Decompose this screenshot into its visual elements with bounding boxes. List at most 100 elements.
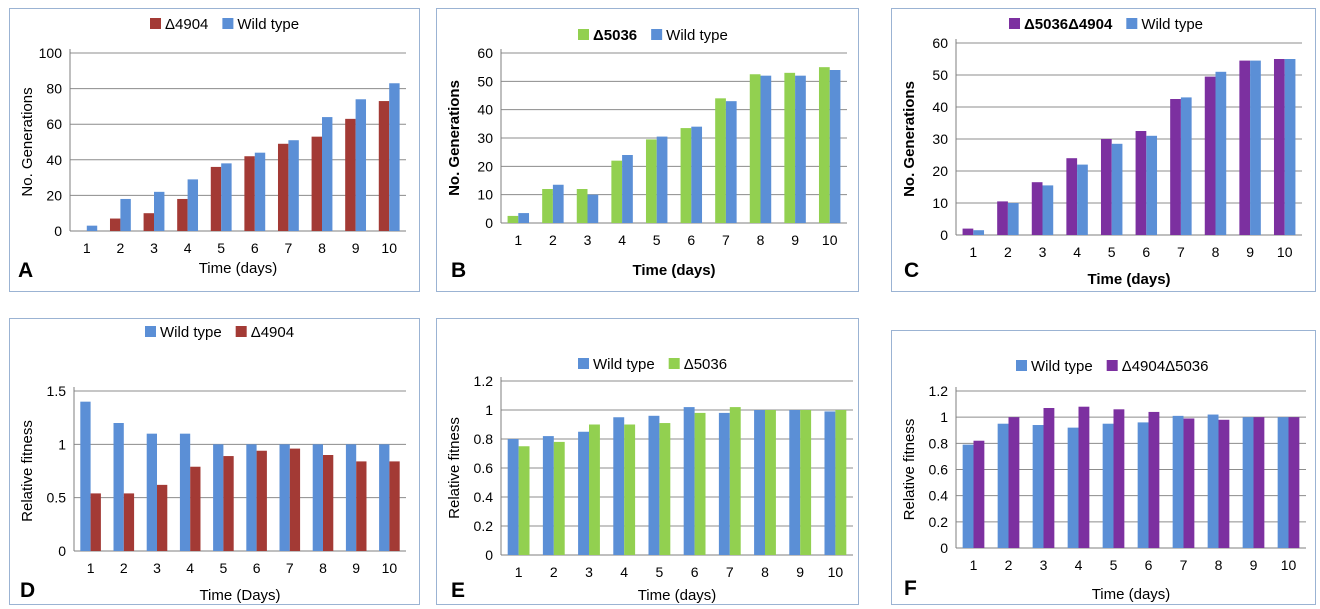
chart-d-bar [246, 444, 257, 551]
chart-e-x-tick-label: 2 [550, 564, 558, 580]
chart-a-x-tick-label: 6 [251, 240, 259, 256]
chart-b-bar [645, 139, 657, 223]
chart-b-x-tick-label: 3 [584, 232, 592, 248]
chart-b-x-tick-label: 2 [549, 232, 557, 248]
chart-a-y-tick-label: 20 [46, 187, 62, 203]
chart-c-panel-label: C [904, 259, 919, 282]
chart-e-y-tick-label: 0.2 [474, 518, 494, 534]
chart-d-bar [157, 484, 168, 551]
chart-a-x-tick-label: 10 [381, 240, 397, 256]
chart-d-bar [223, 456, 234, 551]
chart-a-bar [154, 191, 165, 231]
chart-f-bar [1207, 414, 1219, 548]
chart-b-bar [725, 101, 737, 223]
chart-f-bar [1288, 417, 1300, 548]
chart-b-bar [691, 126, 703, 223]
chart-b-x-tick-label: 8 [757, 232, 765, 248]
chart-c-x-tick-label: 9 [1246, 244, 1254, 260]
chart-e-x-tick-label: 3 [585, 564, 593, 580]
chart-e-y-tick-label: 0.6 [474, 460, 494, 476]
chart-b-y-tick-label: 20 [477, 158, 493, 174]
chart-e-y-tick-label: 0 [485, 547, 493, 563]
chart-a-legend-label: Δ4904 [165, 16, 208, 33]
chart-d-bar [179, 433, 191, 551]
chart-b-x-tick-label: 5 [653, 232, 661, 248]
chart-e-bar [754, 410, 765, 555]
chart-d-bar [146, 433, 157, 551]
chart-b-bar [829, 70, 841, 223]
chart-a-bar [86, 225, 98, 231]
chart-b-bar [576, 189, 588, 223]
chart-c-bar [1204, 76, 1216, 235]
chart-b-bar [587, 194, 599, 223]
chart-f-panel-label: F [904, 577, 917, 600]
chart-b-x-tick-label: 7 [722, 232, 730, 248]
chart-a-legend-swatch [150, 18, 161, 29]
chart-svg-b: 0 10 20 30 40 50 60 1 2 3 4 5 6 7 8 9 10 Time (days) No. G… [446, 27, 847, 282]
chart-b-legend-label: Wild type [666, 27, 728, 44]
chart-d-bar [389, 461, 400, 551]
chart-e-y-tick-label: 1.2 [474, 373, 494, 389]
chart-f-x-tick-label: 2 [1005, 557, 1013, 573]
chart-f-y-tick-label: 1 [940, 409, 948, 425]
chart-a-legend-swatch [222, 18, 234, 29]
chart-c-x-tick-label: 3 [1039, 244, 1047, 260]
chart-f-y-axis-label: Relative fitness [901, 419, 918, 521]
chart-f-bar [1148, 411, 1160, 548]
chart-e-bar [800, 410, 812, 555]
chart-b-y-axis-label: No. Generations [446, 80, 463, 196]
chart-c-y-tick-label: 40 [932, 99, 948, 115]
chart-e-legend-label: Δ5036 [684, 356, 727, 373]
chart-f-bar [1172, 415, 1184, 548]
chart-e-x-tick-label: 5 [656, 564, 664, 580]
chart-e-x-tick-label: 6 [691, 564, 699, 580]
chart-d-x-tick-label: 5 [220, 560, 228, 576]
chart-c-bar [1066, 158, 1078, 235]
chart-d-bar [279, 444, 290, 551]
chart-a-legend-label: Wild type [237, 16, 299, 33]
chart-b-bar [542, 189, 553, 223]
chart-f-x-axis-label: Time (days) [1092, 586, 1171, 603]
chart-b-y-tick-label: 30 [477, 130, 493, 146]
chart-b-bar [611, 160, 623, 223]
chart-c-bar [1077, 164, 1088, 235]
chart-c-y-tick-label: 30 [932, 131, 948, 147]
chart-c-y-tick-label: 20 [932, 163, 948, 179]
chart-b-x-axis-label: Time (days) [632, 262, 715, 279]
chart-c-bar [1100, 139, 1112, 235]
chart-e-legend-swatch [578, 358, 589, 369]
chart-f-x-tick-label: 3 [1040, 557, 1048, 573]
chart-b-x-tick-label: 10 [822, 232, 838, 248]
chart-f-bar [962, 444, 974, 548]
chart-a-bar [355, 99, 367, 231]
chart-a-y-axis-label: No. Generations [19, 87, 36, 196]
chart-e-x-tick-label: 10 [828, 564, 844, 580]
chart-d-y-tick-label: 0 [58, 543, 66, 559]
chart-b-y-tick-label: 60 [477, 45, 493, 61]
chart-svg-f: 0 0.2 0.4 0.6 0.8 1 1.2 1 2 3 4 5 6 7 8 9 10 Time (days) R… [901, 358, 1306, 603]
chart-b-y-tick-label: 40 [477, 102, 493, 118]
chart-d-bar [312, 444, 323, 551]
chart-d-x-tick-label: 3 [153, 560, 161, 576]
chart-d-bar [90, 493, 101, 551]
chart-a-x-tick-label: 1 [83, 240, 91, 256]
chart-e-bar [729, 407, 741, 555]
chart-b-bar [552, 184, 564, 223]
chart-c-x-tick-label: 6 [1142, 244, 1150, 260]
chart-d-legend-label: Wild type [160, 324, 222, 341]
chart-f-bar [1008, 417, 1020, 548]
chart-d-legend-swatch [235, 326, 247, 337]
chart-a-y-tick-label: 0 [54, 223, 62, 239]
chart-d-bar [113, 423, 124, 551]
chart-b-y-tick-label: 0 [485, 215, 493, 231]
chart-a-bar [210, 166, 222, 231]
chart-a-y-tick-label: 60 [46, 116, 62, 132]
chart-d-x-tick-label: 8 [319, 560, 327, 576]
chart-f-x-tick-label: 1 [970, 557, 978, 573]
chart-c-x-axis-label: Time (days) [1087, 271, 1170, 288]
chart-c-y-tick-label: 10 [932, 195, 948, 211]
chart-c-bar [962, 228, 974, 235]
chart-b-bar [795, 75, 806, 224]
chart-f-bar [1218, 419, 1230, 548]
chart-d-bar [190, 466, 201, 551]
